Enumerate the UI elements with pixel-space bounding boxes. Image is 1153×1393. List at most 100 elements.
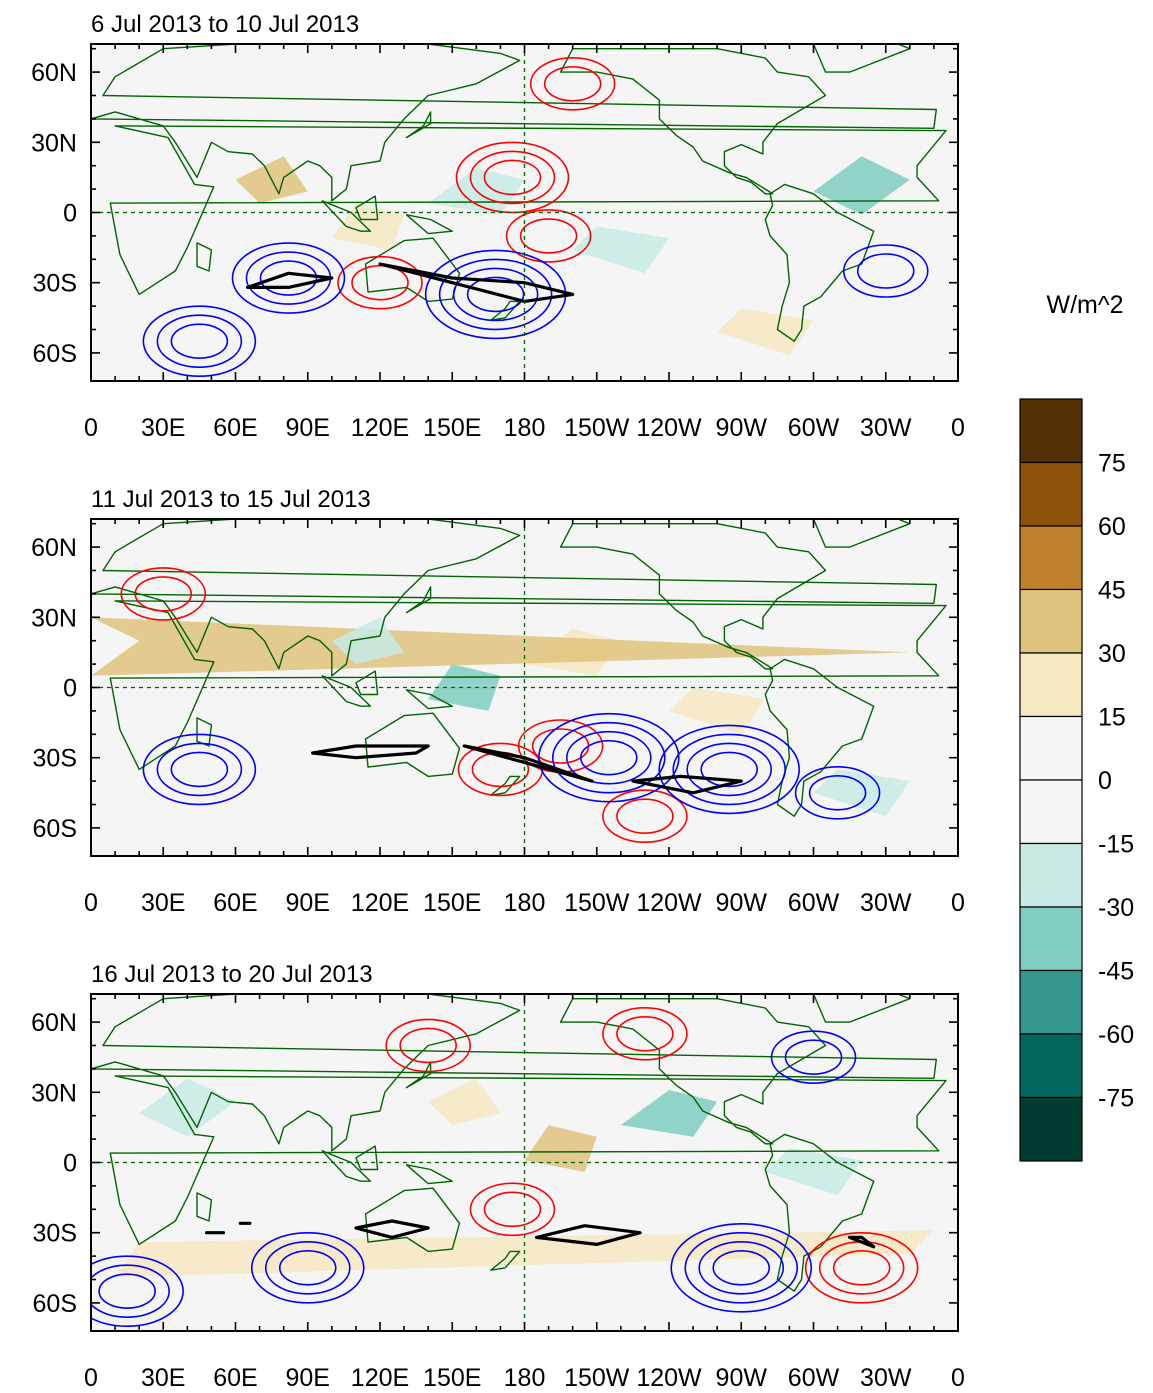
colorbar-label: 0 <box>1098 767 1112 795</box>
x-tick-label: 30W <box>860 1364 912 1392</box>
y-tick-label: 30N <box>31 1079 77 1107</box>
colorbar-label: -60 <box>1098 1021 1134 1049</box>
colorbar-label: 15 <box>1098 704 1126 732</box>
x-tick-label: 60W <box>788 1364 840 1392</box>
x-tick-label: 150E <box>423 889 481 917</box>
negative-contour <box>537 712 680 803</box>
negative-contour <box>98 1273 156 1310</box>
colorbar-label: 45 <box>1098 577 1126 605</box>
coastline <box>812 519 911 548</box>
negative-contour <box>156 314 243 369</box>
positive-contour <box>469 150 556 205</box>
colorbar-swatch <box>1019 1096 1083 1162</box>
y-tick-label: 60N <box>31 59 77 87</box>
colorbar-label: 30 <box>1098 640 1126 668</box>
negative-contour <box>551 721 666 794</box>
negative-contour <box>686 742 773 797</box>
map-panel-2: 0 30E 60E 90E 120E 150E 180 150W 120W 90W 60W 30W 0 6… <box>31 486 965 917</box>
strong-contour <box>378 262 575 303</box>
coastline <box>109 125 947 296</box>
coastline <box>812 44 911 73</box>
negative-contour <box>466 276 525 313</box>
anomaly-shading <box>524 1125 597 1172</box>
colorbar-label: -30 <box>1098 894 1134 922</box>
positive-contour <box>543 65 602 102</box>
x-tick-label: 60E <box>213 1364 257 1392</box>
positive-contour <box>505 209 592 263</box>
positive-contour <box>457 742 544 797</box>
y-tick-label: 0 <box>63 675 77 703</box>
positive-contour <box>602 789 688 844</box>
negative-contour <box>259 260 318 296</box>
positive-contour <box>529 56 616 111</box>
negative-contour <box>142 733 257 806</box>
x-tick-label: 180 <box>504 1364 546 1392</box>
map-panel-3: 0 30E 60E 90E 120E 150E 180 150W 120W 90W 60W 30W 0 6… <box>31 961 965 1392</box>
positive-contour <box>519 218 578 254</box>
anomaly-shading <box>428 664 501 711</box>
colorbar-label: -75 <box>1098 1085 1134 1113</box>
colorbar-swatch <box>1019 906 1083 972</box>
x-tick-label: 150W <box>564 889 630 917</box>
y-tick-label: 30S <box>33 745 77 773</box>
coastline <box>490 1250 521 1271</box>
y-tick-label: 60S <box>33 1290 77 1318</box>
positive-contour <box>469 1182 556 1237</box>
colorbar-label: 60 <box>1098 513 1126 541</box>
coastline <box>559 48 827 195</box>
x-tick-label: 180 <box>504 889 546 917</box>
colorbar-label: -45 <box>1098 958 1134 986</box>
negative-contour <box>698 1241 785 1295</box>
coastline <box>405 1061 432 1089</box>
coastline <box>91 994 937 1152</box>
x-tick-label: 90W <box>716 1364 768 1392</box>
anomaly-shading <box>428 1078 501 1126</box>
coastline <box>91 44 937 202</box>
x-tick-label: 150W <box>564 414 630 442</box>
negative-contour <box>712 1250 771 1286</box>
x-tick-label: 90E <box>286 1364 330 1392</box>
coastline <box>196 1192 213 1222</box>
x-tick-label: 0 <box>84 889 98 917</box>
anomaly-shading <box>669 687 766 735</box>
x-tick-label: 30W <box>860 889 912 917</box>
x-tick-label: 0 <box>84 414 98 442</box>
coastline <box>321 675 372 707</box>
colorbar-swatch <box>1019 588 1083 654</box>
coastline <box>812 994 911 1023</box>
negative-contour <box>856 253 915 289</box>
coastline <box>355 1145 379 1171</box>
anomaly-shading <box>765 1148 862 1196</box>
anomaly-shading <box>717 308 814 356</box>
x-tick-label: 120W <box>636 414 702 442</box>
negative-contour <box>438 258 553 331</box>
negative-contour <box>231 242 346 314</box>
coastline <box>405 1164 453 1185</box>
positive-contour <box>483 159 542 196</box>
y-tick-label: 30S <box>33 1220 77 1248</box>
negative-contour <box>91 1255 184 1328</box>
negative-contour <box>91 1264 170 1319</box>
anomaly-shading <box>813 769 910 817</box>
negative-contour <box>452 267 539 322</box>
coastline <box>405 689 453 710</box>
x-tick-label: 0 <box>951 889 965 917</box>
y-tick-label: 30N <box>31 604 77 632</box>
panel-title: 11 Jul 2013 to 15 Jul 2013 <box>91 486 371 513</box>
coastline <box>91 519 937 677</box>
colorbar-label: 75 <box>1098 450 1126 478</box>
negative-contour <box>250 1232 365 1304</box>
negative-contour <box>658 724 801 815</box>
strong-contour <box>354 1219 430 1239</box>
x-tick-label: 120W <box>636 1364 702 1392</box>
positive-contour <box>616 798 674 835</box>
panel-title: 16 Jul 2013 to 20 Jul 2013 <box>91 961 373 988</box>
x-tick-label: 90W <box>716 414 768 442</box>
positive-contour <box>385 1018 471 1073</box>
x-tick-label: 120E <box>351 414 409 442</box>
x-tick-label: 30E <box>141 1364 185 1392</box>
anomaly-shading <box>620 1090 718 1137</box>
y-tick-label: 60N <box>31 534 77 562</box>
colorbar-swatch <box>1019 842 1083 908</box>
colorbar-swatch <box>1019 715 1083 781</box>
